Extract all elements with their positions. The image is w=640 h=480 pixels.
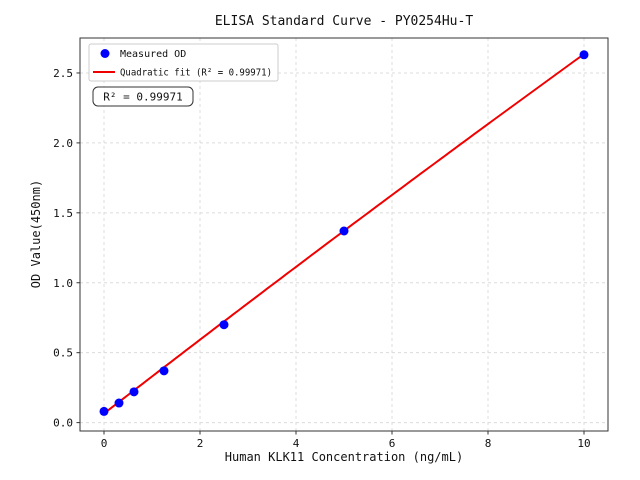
r-squared-text: R² = 0.99971 bbox=[103, 91, 182, 104]
x-tick-label: 4 bbox=[293, 437, 300, 450]
legend-box bbox=[88, 43, 279, 82]
r-squared-box bbox=[92, 86, 194, 107]
y-tick-label: 0.0 bbox=[53, 417, 73, 430]
y-tick-label: 0.5 bbox=[53, 347, 73, 360]
x-tick-label: 2 bbox=[197, 437, 204, 450]
data-point bbox=[219, 320, 229, 330]
legend-label-quadratic-fit: Quadratic fit (R² = 0.99971) bbox=[120, 68, 272, 79]
y-tick-label: 1.5 bbox=[53, 207, 73, 220]
x-tick-label: 0 bbox=[101, 437, 108, 450]
data-point bbox=[159, 366, 169, 376]
x-tick-label: 10 bbox=[577, 437, 590, 450]
x-tick-label: 8 bbox=[485, 437, 492, 450]
data-point bbox=[99, 406, 109, 416]
legend: Measured OD Quadratic fit (R² = 0.99971) bbox=[88, 43, 279, 82]
y-tick-label: 2.5 bbox=[53, 67, 73, 80]
data-point bbox=[114, 398, 124, 408]
grid-layer bbox=[80, 38, 608, 431]
y-tick-label: 1.0 bbox=[53, 277, 73, 290]
x-axis-label: Human KLK11 Concentration (ng/mL) bbox=[225, 450, 463, 464]
plot-border bbox=[79, 37, 609, 432]
axis-layer: 0 2 4 6 8 10 0.0 0.5 1.0 1.5 2.0 2.5 bbox=[53, 67, 591, 450]
y-tick-label: 2.0 bbox=[53, 137, 73, 150]
r-squared-annotation: R² = 0.99971 bbox=[92, 86, 194, 107]
legend-label-measured-od: Measured OD bbox=[120, 49, 186, 60]
legend-marker-measured-od-icon bbox=[100, 49, 110, 58]
chart-title: ELISA Standard Curve - PY0254Hu-T bbox=[215, 14, 473, 29]
data-point bbox=[339, 226, 349, 236]
data-layer bbox=[99, 50, 589, 416]
y-axis-label: OD Value(450nm) bbox=[29, 180, 43, 288]
x-tick-label: 6 bbox=[389, 437, 396, 450]
data-point bbox=[129, 387, 139, 397]
data-point bbox=[579, 50, 589, 60]
